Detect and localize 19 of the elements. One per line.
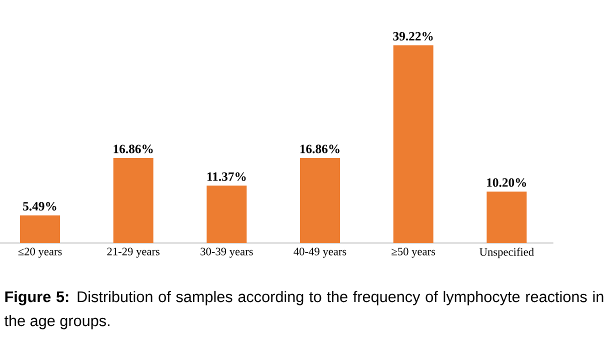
x-tick-label: 40-49 years	[294, 248, 346, 258]
data-label: 11.37%	[207, 172, 246, 181]
x-tick-label: 30-39 years	[200, 248, 253, 258]
bar	[113, 158, 154, 244]
data-label: 39.22%	[393, 32, 433, 41]
x-tick-label: Unspecified	[480, 248, 534, 258]
text: Figure 5: Distribution of samples according to the frequency of lymphocyte reactions in the age groups.	[4, 290, 604, 330]
x-tick-label: 21-29 years	[107, 248, 160, 258]
data-label: 10.20%	[487, 178, 526, 187]
x-tick-label: ≤20 years	[18, 248, 62, 258]
bar	[300, 158, 340, 244]
data-label: 16.86%	[114, 144, 153, 154]
bar	[20, 215, 60, 244]
data-label: 5.49%	[23, 202, 56, 211]
bar	[206, 186, 247, 244]
x-tick-label: ≥50 years	[392, 248, 436, 258]
data-label: 16.86%	[300, 144, 340, 154]
bar	[393, 45, 434, 244]
bar	[486, 192, 527, 244]
